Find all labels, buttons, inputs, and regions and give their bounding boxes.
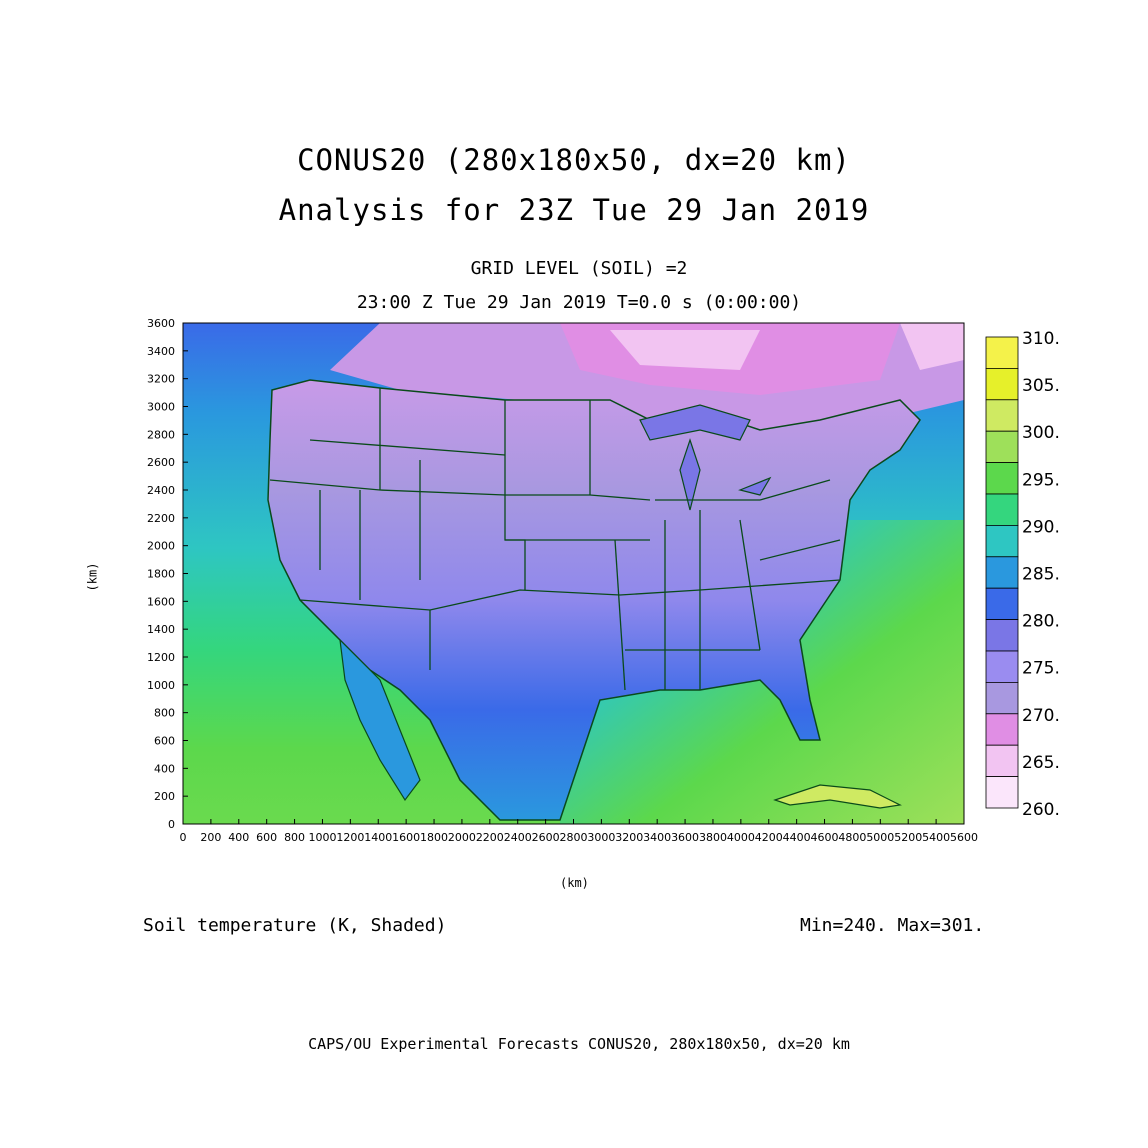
colorbar-label: 280. bbox=[1022, 612, 1060, 632]
x-tick-label: 1600 bbox=[392, 831, 420, 844]
colorbar: 310. 305. 300. 295. 290. 285. 280. 275. 270. 265.… bbox=[985, 329, 1060, 820]
colorbar-swatch bbox=[985, 430, 1019, 464]
colorbar-swatch bbox=[985, 682, 1019, 715]
x-tick-label: 3800 bbox=[699, 831, 727, 844]
colorbar-label: 305. bbox=[1022, 376, 1060, 396]
y-tick-label: 1600 bbox=[147, 595, 175, 608]
colorbar-label: 295. bbox=[1022, 470, 1060, 490]
x-tick-label: 4200 bbox=[755, 831, 783, 844]
grid-level-label: GRID LEVEL (SOIL) =2 bbox=[470, 258, 688, 279]
x-tick-label: 1200 bbox=[336, 831, 364, 844]
colorbar-swatch bbox=[985, 776, 1019, 809]
y-tick-label: 2400 bbox=[147, 484, 175, 497]
y-axis: 0 200 400 600 800 1000 1200 1400 1600 1800 2000 220… bbox=[147, 317, 188, 831]
x-tick-label: 3600 bbox=[671, 831, 699, 844]
x-tick-label: 2800 bbox=[560, 831, 588, 844]
colorbar-label: 310. bbox=[1022, 329, 1060, 349]
y-tick-label: 2800 bbox=[147, 428, 175, 441]
y-axis-label: (km) bbox=[85, 562, 100, 592]
y-tick-label: 1000 bbox=[147, 679, 175, 692]
y-tick-label: 800 bbox=[154, 707, 175, 720]
x-tick-label: 2400 bbox=[504, 831, 532, 844]
y-tick-label: 3000 bbox=[147, 401, 175, 414]
y-tick-label: 3600 bbox=[147, 317, 175, 330]
colorbar-label: 290. bbox=[1022, 517, 1060, 537]
colorbar-label: 300. bbox=[1022, 423, 1060, 443]
soil-temperature-field bbox=[183, 323, 964, 824]
colorbar-swatch bbox=[985, 336, 1019, 369]
x-tick-label: 3200 bbox=[615, 831, 643, 844]
colorbar-swatch bbox=[985, 399, 1019, 432]
colorbar-label: 270. bbox=[1022, 706, 1060, 726]
colorbar-swatch bbox=[985, 367, 1019, 401]
credit-label: CAPS/OU Experimental Forecasts CONUS20, … bbox=[308, 1035, 850, 1053]
colorbar-swatch bbox=[985, 462, 1019, 495]
y-tick-label: 1200 bbox=[147, 651, 175, 664]
time-label: 23:00 Z Tue 29 Jan 2019 T=0.0 s (0:00:00… bbox=[356, 292, 802, 313]
y-tick-label: 0 bbox=[168, 818, 175, 831]
x-tick-label: 200 bbox=[200, 831, 221, 844]
x-tick-label: 4000 bbox=[727, 831, 755, 844]
y-tick-label: 2600 bbox=[147, 456, 175, 469]
colorbar-swatch bbox=[985, 493, 1019, 526]
x-tick-label: 3400 bbox=[643, 831, 671, 844]
x-tick-label: 1000 bbox=[308, 831, 336, 844]
x-tick-label: 2600 bbox=[532, 831, 560, 844]
x-axis-label: (km) bbox=[560, 876, 589, 890]
colorbar-label: 260. bbox=[1022, 800, 1060, 820]
y-tick-label: 1400 bbox=[147, 623, 175, 636]
colorbar-swatch bbox=[985, 619, 1019, 652]
x-tick-label: 5400 bbox=[922, 831, 950, 844]
x-tick-label: 5600 bbox=[950, 831, 978, 844]
y-tick-label: 400 bbox=[154, 762, 175, 775]
colorbar-swatch bbox=[985, 713, 1019, 746]
x-tick-label: 5000 bbox=[866, 831, 894, 844]
y-tick-label: 200 bbox=[154, 790, 175, 803]
y-tick-label: 1800 bbox=[147, 568, 175, 581]
x-tick-label: 2200 bbox=[476, 831, 504, 844]
x-axis: 0 200 400 600 800 1000 1200 1400 1600 1800 2000 220… bbox=[180, 819, 978, 844]
x-tick-label: 1400 bbox=[364, 831, 392, 844]
x-tick-label: 0 bbox=[180, 831, 187, 844]
colorbar-swatch bbox=[985, 744, 1019, 778]
y-tick-label: 2000 bbox=[147, 540, 175, 553]
x-tick-label: 2000 bbox=[448, 831, 476, 844]
min-max-label: Min=240. Max=301. bbox=[800, 915, 985, 936]
title-line-1: CONUS20 (280x180x50, dx=20 km) bbox=[297, 143, 851, 177]
colorbar-label: 265. bbox=[1022, 753, 1060, 773]
y-tick-label: 600 bbox=[154, 735, 175, 748]
colorbar-swatch bbox=[985, 650, 1019, 683]
y-tick-label: 3400 bbox=[147, 345, 175, 358]
colorbar-swatch bbox=[985, 556, 1019, 589]
x-tick-label: 4400 bbox=[783, 831, 811, 844]
colorbar-swatch bbox=[985, 525, 1019, 558]
y-tick-label: 3200 bbox=[147, 373, 175, 386]
x-tick-label: 1800 bbox=[420, 831, 448, 844]
x-tick-label: 800 bbox=[284, 831, 305, 844]
x-tick-label: 5200 bbox=[894, 831, 922, 844]
y-tick-label: 2200 bbox=[147, 512, 175, 525]
x-tick-label: 400 bbox=[228, 831, 249, 844]
x-tick-label: 600 bbox=[256, 831, 277, 844]
field-label: Soil temperature (K, Shaded) bbox=[143, 915, 447, 936]
colorbar-label: 275. bbox=[1022, 659, 1060, 679]
colorbar-swatch bbox=[985, 587, 1019, 621]
x-tick-label: 4600 bbox=[811, 831, 839, 844]
x-tick-label: 3000 bbox=[587, 831, 615, 844]
title-line-2: Analysis for 23Z Tue 29 Jan 2019 bbox=[278, 193, 870, 227]
x-tick-label: 4800 bbox=[838, 831, 866, 844]
colorbar-label: 285. bbox=[1022, 565, 1060, 585]
